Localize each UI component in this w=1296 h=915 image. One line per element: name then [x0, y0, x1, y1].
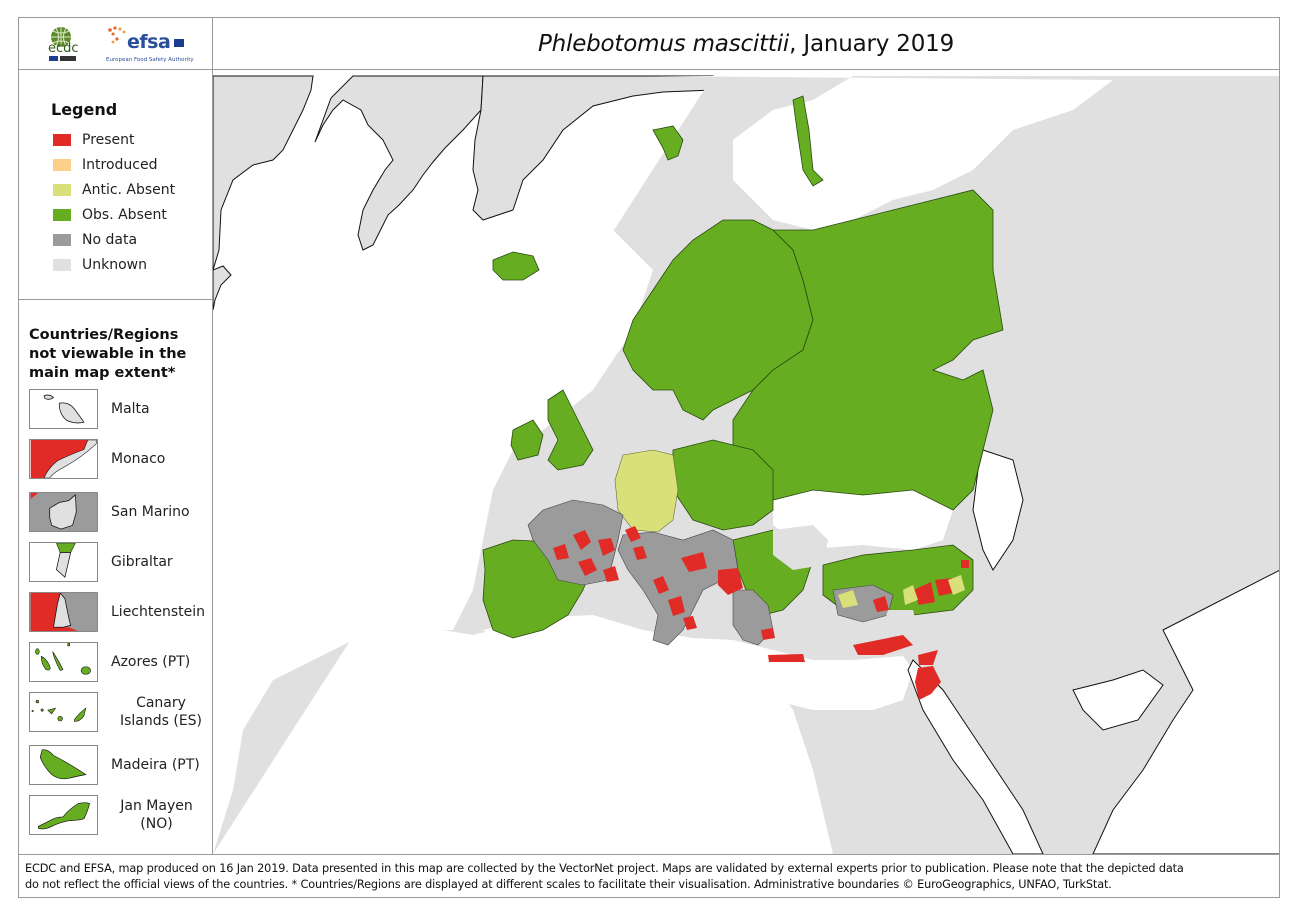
- efsa-logo-icon: efsa European Food Safety Authority: [106, 26, 194, 63]
- footer-note: ECDC and EFSA, map produced on 16 Jan 20…: [19, 854, 1279, 897]
- introduced-swatch-icon: [53, 159, 71, 171]
- madeira-shape-icon: [29, 745, 98, 785]
- liechtenstein-shape-icon: [29, 592, 98, 632]
- legend-item-obs-absent: Obs. Absent: [53, 207, 167, 223]
- azores-shape-icon: [29, 642, 98, 682]
- legend-label: Obs. Absent: [82, 207, 167, 223]
- inset-heading: Countries/Regions not viewable in the ma…: [29, 327, 187, 381]
- jan-mayen-shape-icon: [29, 795, 98, 835]
- title-date: , January 2019: [789, 30, 955, 57]
- inset-label: Canary Islands (ES): [119, 695, 203, 729]
- germany-antic-absent: [614, 449, 679, 533]
- inset-label: Malta: [111, 401, 150, 417]
- ecdc-logo-icon: ecdc: [48, 27, 79, 61]
- inset-gibraltar: Gibraltar: [29, 542, 211, 582]
- present-swatch-icon: [53, 134, 71, 146]
- legend-item-unknown: Unknown: [53, 257, 147, 273]
- inset-label: Azores (PT): [111, 654, 191, 670]
- legend-item-introduced: Introduced: [53, 157, 157, 173]
- inset-label: Gibraltar: [111, 554, 173, 570]
- inset-jan-mayen: Jan Mayen (NO): [29, 795, 211, 835]
- antic-absent-swatch-icon: [53, 184, 71, 196]
- title-bar: Phlebotomus mascittii, January 2019: [213, 18, 1279, 70]
- species-name: Phlebotomus mascittii: [537, 30, 790, 57]
- svg-text:ecdc: ecdc: [48, 41, 79, 56]
- inset-san-marino: San Marino: [29, 492, 211, 532]
- europe-map: [213, 70, 1279, 854]
- map-frame: ecdc efsa European Food Safety Authority…: [18, 17, 1280, 898]
- legend: Legend Present Introduced Antic. Absent …: [19, 70, 213, 300]
- legend-item-antic-absent: Antic. Absent: [53, 182, 175, 198]
- inset-label: Liechtenstein: [111, 604, 206, 620]
- inset-label: Jan Mayen (NO): [120, 798, 193, 832]
- san-marino-shape-icon: [29, 492, 98, 532]
- logo-panel: ecdc efsa European Food Safety Authority: [19, 18, 213, 70]
- greenland-region: [213, 75, 714, 311]
- logos: ecdc efsa European Food Safety Authority: [48, 26, 194, 63]
- unknown-regions: [773, 525, 918, 636]
- inset-malta: Malta: [29, 389, 211, 429]
- no-data-swatch-icon: [53, 234, 71, 246]
- gibraltar-shape-icon: [29, 542, 98, 582]
- inset-azores: Azores (PT): [29, 642, 211, 682]
- map-title: Phlebotomus mascittii, January 2019: [538, 31, 954, 57]
- inset-liechtenstein: Liechtenstein: [29, 592, 211, 632]
- present-regions: [553, 526, 969, 700]
- svg-text:European Food Safety Authority: European Food Safety Authority: [106, 57, 194, 63]
- inset-panel: Countries/Regions not viewable in the ma…: [19, 301, 213, 854]
- footer-line-1: ECDC and EFSA, map produced on 16 Jan 20…: [25, 862, 1184, 875]
- legend-label: No data: [82, 232, 138, 248]
- inset-monaco: Monaco: [29, 439, 211, 479]
- malta-shape-icon: [29, 389, 98, 429]
- europe-obs-absent: [482, 95, 1004, 639]
- seas: [213, 76, 1279, 854]
- legend-label: Present: [82, 132, 135, 148]
- no-data-regions: [527, 499, 894, 646]
- unknown-swatch-icon: [53, 259, 71, 271]
- inset-canary-islands: Canary Islands (ES): [29, 692, 211, 732]
- legend-label: Antic. Absent: [82, 182, 176, 198]
- legend-label: Unknown: [82, 257, 147, 273]
- inset-madeira: Madeira (PT): [29, 745, 211, 785]
- sidebar: Legend Present Introduced Antic. Absent …: [19, 70, 213, 854]
- legend-item-present: Present: [53, 132, 135, 148]
- legend-item-no-data: No data: [53, 232, 137, 248]
- footer-line-2: do not reflect the official views of the…: [25, 878, 1112, 891]
- inset-label: San Marino: [111, 504, 190, 520]
- canary-islands-shape-icon: [29, 692, 98, 732]
- legend-label: Introduced: [82, 157, 158, 173]
- legend-title: Legend: [51, 100, 118, 119]
- svg-text:efsa: efsa: [127, 31, 170, 53]
- monaco-shape-icon: [29, 439, 98, 479]
- obs-absent-swatch-icon: [53, 209, 71, 221]
- inset-label: Monaco: [111, 451, 166, 467]
- main-map[interactable]: [213, 70, 1279, 854]
- antic-absent-regions: [838, 575, 965, 608]
- inset-label: Madeira (PT): [111, 757, 200, 773]
